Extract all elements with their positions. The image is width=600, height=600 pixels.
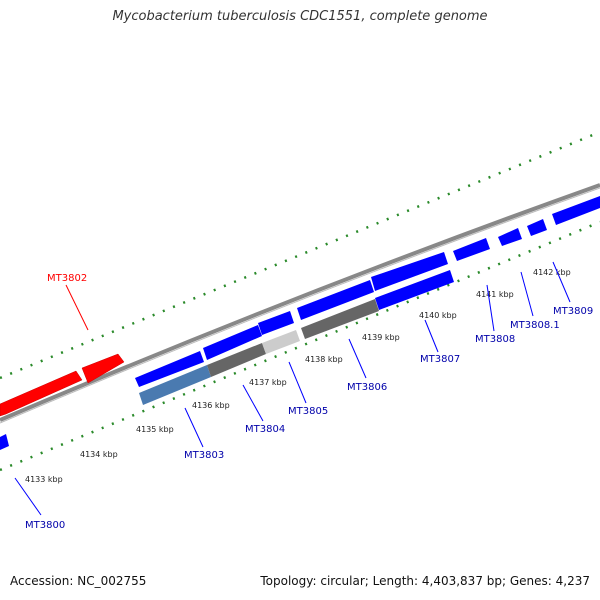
feature-mt3803[interactable] [139,365,211,405]
gene-label-mt3808[interactable]: MT3808 [475,334,515,345]
leader-lines [14,261,571,516]
gene-mt3809-arrow-b[interactable] [552,196,600,225]
map-title: Mycobacterium tuberculosis CDC1551, comp… [112,9,488,24]
kbp-label: 4140 kbp [419,311,457,320]
gene-label-mt3803[interactable]: MT3803 [184,450,224,461]
gene-label-mt3806[interactable]: MT3806 [347,382,387,393]
reverse-genes [0,196,600,450]
kbp-label: 4136 kbp [192,401,230,410]
feature-track [139,270,454,405]
feature-mt3805[interactable] [262,330,300,354]
kbp-label: 4137 kbp [249,378,287,387]
gene-mt3805-arrow[interactable] [258,311,294,335]
gene-labels: MT3802 MT3800 MT3803 MT3804 MT3805 MT380… [25,273,593,531]
leader-mt3802 [65,284,89,331]
kbp-label: 4139 kbp [362,333,400,342]
gene-label-mt3802[interactable]: MT3802 [47,273,87,284]
kbp-label: 4138 kbp [305,355,343,364]
gene-label-mt3800[interactable]: MT3800 [25,520,65,531]
kbp-label: 4142 kbp [533,268,571,277]
gene-mt3800-stub[interactable] [0,434,9,450]
leader-mt3800 [14,477,42,516]
feature-mt3807-lower[interactable] [375,270,454,310]
leader-mt3808 [486,284,495,332]
gene-mt3802-arrow[interactable] [81,353,125,384]
forward-genes [0,353,125,417]
leader-mt3806 [348,338,367,379]
topology-summary: Topology: circular; Length: 4,403,837 bp… [260,574,590,588]
genome-backbone [0,183,600,422]
gene-mt3809-arrow-a[interactable] [527,219,547,236]
feature-mt3806[interactable] [301,299,379,339]
leader-mt3809 [552,261,571,303]
gene-mt3807-upper[interactable] [371,252,448,291]
leader-mt3808-1 [520,271,534,317]
gene-mt3802-block[interactable] [0,370,83,417]
gene-mt3804-arrow[interactable] [203,325,262,360]
inner-tick-ring [0,220,600,472]
kbp-label: 4135 kbp [136,425,174,434]
leader-mt3805 [288,361,307,404]
gene-label-mt3807[interactable]: MT3807 [420,354,460,365]
kbp-label: 4133 kbp [25,475,63,484]
kbp-labels: 4133 kbp 4134 kbp 4135 kbp 4136 kbp 4137… [25,268,571,484]
leader-mt3804 [242,384,264,422]
gene-mt3808-arrow[interactable] [453,238,490,261]
leader-mt3807 [424,319,439,353]
feature-mt3804[interactable] [207,343,266,377]
gene-label-mt3804[interactable]: MT3804 [245,424,285,435]
kbp-label: 4141 kbp [476,290,514,299]
kbp-label: 4134 kbp [80,450,118,459]
gene-label-mt3808-1[interactable]: MT3808.1 [510,320,560,331]
leader-mt3803 [184,407,204,448]
gene-mt3806-arrow[interactable] [297,280,374,320]
gene-label-mt3809[interactable]: MT3809 [553,306,593,317]
gene-label-mt3805[interactable]: MT3805 [288,406,328,417]
gene-mt3808-1-arrow[interactable] [498,228,522,246]
gene-mt3803-arrow[interactable] [135,351,204,387]
accession-label: Accession: NC_002755 [10,574,147,588]
